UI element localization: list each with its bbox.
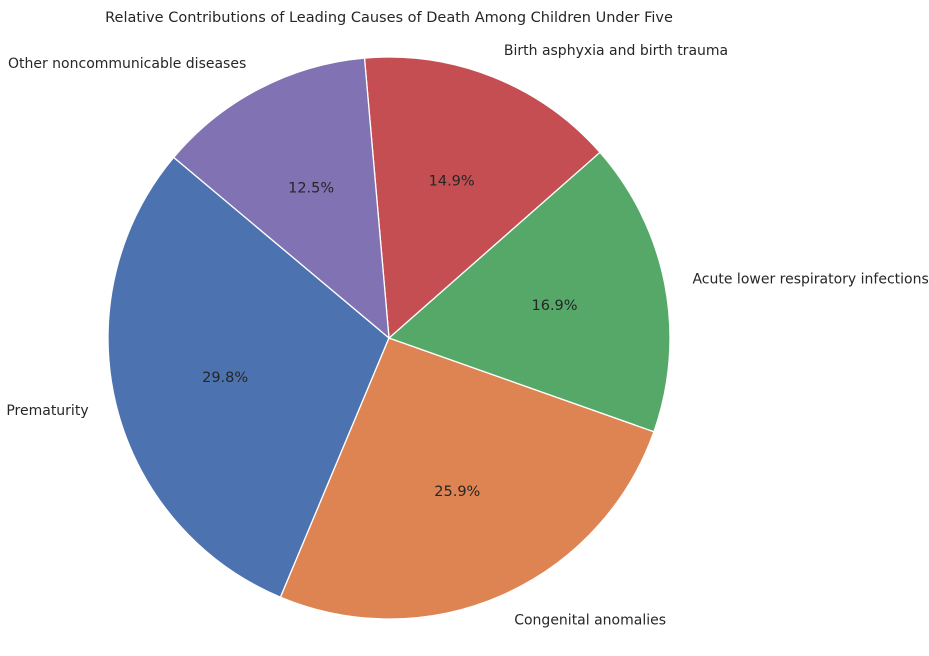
pie-category-label: Congenital anomalies: [514, 613, 666, 629]
pie-value-label: 12.5%: [288, 180, 334, 196]
pie-slice-other-noncommunicable-diseases: [172, 57, 390, 340]
pie-category-label: Prematurity: [6, 403, 88, 419]
pie-category-label: Other noncommunicable diseases: [8, 56, 246, 72]
pie-value-label: 14.9%: [429, 173, 475, 189]
pie-value-label: 25.9%: [434, 484, 480, 500]
pie-slice-birth-asphyxia-and-birth-trauma: [363, 56, 601, 340]
pie-category-label: Acute lower respiratory infections: [692, 271, 928, 287]
pie-value-label: 16.9%: [532, 298, 578, 314]
pie-slice-acute-lower-respiratory-infections: [387, 151, 671, 433]
pie-value-label: 29.8%: [202, 370, 248, 386]
pie-slice-congenital-anomalies: [279, 337, 655, 620]
pie-slices: [107, 56, 671, 620]
pie-labels: 29.8% Prematurity 25.9% Congenital anomalie…: [6, 43, 928, 629]
pie-category-label: Birth asphyxia and birth trauma: [504, 43, 728, 59]
chart-title: Relative Contributions of Leading Causes…: [105, 10, 673, 26]
pie-slice-prematurity: [107, 156, 390, 599]
